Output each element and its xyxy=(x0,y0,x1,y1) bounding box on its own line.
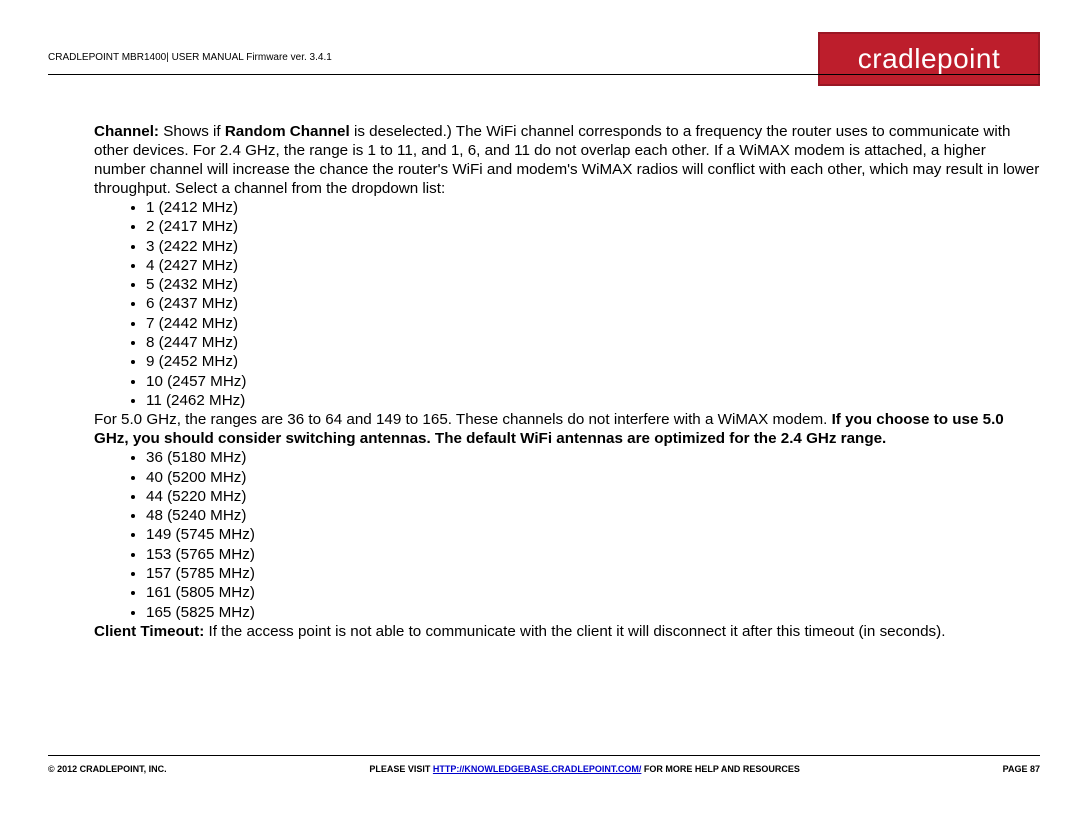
footer-center-pre: PLEASE VISIT xyxy=(369,764,433,774)
content-area: Channel: Shows if Random Channel is dese… xyxy=(94,122,1040,641)
list-item: 10 (2457 MHz) xyxy=(146,372,1040,391)
list-item: 165 (5825 MHz) xyxy=(146,603,1040,622)
label-random-channel: Random Channel xyxy=(225,123,350,140)
paragraph-channel: Channel: Shows if Random Channel is dese… xyxy=(94,122,1040,198)
brand-logo: cradlepoint xyxy=(818,32,1040,86)
footer-right: PAGE 87 xyxy=(1003,764,1040,774)
list-item: 44 (5220 MHz) xyxy=(146,487,1040,506)
list-item: 161 (5805 MHz) xyxy=(146,583,1040,602)
list-item: 3 (2422 MHz) xyxy=(146,237,1040,256)
page-header: CRADLEPOINT MBR1400| USER MANUAL Firmwar… xyxy=(0,18,1080,76)
list-item: 11 (2462 MHz) xyxy=(146,391,1040,410)
list-item: 40 (5200 MHz) xyxy=(146,468,1040,487)
label-client-timeout: Client Timeout: xyxy=(94,623,204,640)
list-item: 48 (5240 MHz) xyxy=(146,506,1040,525)
text-p2-plain: For 5.0 GHz, the ranges are 36 to 64 and… xyxy=(94,411,832,428)
list-item: 7 (2442 MHz) xyxy=(146,314,1040,333)
footer-link[interactable]: HTTP://KNOWLEDGEBASE.CRADLEPOINT.COM/ xyxy=(433,764,642,774)
footer-center: PLEASE VISIT HTTP://KNOWLEDGEBASE.CRADLE… xyxy=(167,764,1003,774)
page-root: CRADLEPOINT MBR1400| USER MANUAL Firmwar… xyxy=(0,0,1080,834)
list-item: 4 (2427 MHz) xyxy=(146,256,1040,275)
list-item: 6 (2437 MHz) xyxy=(146,294,1040,313)
header-divider xyxy=(48,74,1040,75)
list-item: 2 (2417 MHz) xyxy=(146,217,1040,236)
brand-logo-text: cradlepoint xyxy=(858,43,1000,75)
paragraph-5ghz: For 5.0 GHz, the ranges are 36 to 64 and… xyxy=(94,410,1040,448)
list-item: 153 (5765 MHz) xyxy=(146,545,1040,564)
list-item: 1 (2412 MHz) xyxy=(146,198,1040,217)
text-p3-rest: If the access point is not able to commu… xyxy=(204,623,945,640)
list-24ghz-channels: 1 (2412 MHz) 2 (2417 MHz) 3 (2422 MHz) 4… xyxy=(146,198,1040,410)
paragraph-client-timeout: Client Timeout: If the access point is n… xyxy=(94,622,1040,641)
list-item: 5 (2432 MHz) xyxy=(146,275,1040,294)
footer-center-post: FOR MORE HELP AND RESOURCES xyxy=(641,764,800,774)
list-item: 149 (5745 MHz) xyxy=(146,525,1040,544)
list-item: 157 (5785 MHz) xyxy=(146,564,1040,583)
list-item: 36 (5180 MHz) xyxy=(146,448,1040,467)
list-item: 8 (2447 MHz) xyxy=(146,333,1040,352)
page-footer: © 2012 CRADLEPOINT, INC. PLEASE VISIT HT… xyxy=(48,755,1040,774)
header-title: CRADLEPOINT MBR1400| USER MANUAL Firmwar… xyxy=(48,52,332,63)
text-shows-if: Shows if xyxy=(159,123,225,140)
list-item: 9 (2452 MHz) xyxy=(146,352,1040,371)
label-channel: Channel: xyxy=(94,123,159,140)
list-5ghz-channels: 36 (5180 MHz) 40 (5200 MHz) 44 (5220 MHz… xyxy=(146,448,1040,622)
footer-left: © 2012 CRADLEPOINT, INC. xyxy=(48,764,167,774)
